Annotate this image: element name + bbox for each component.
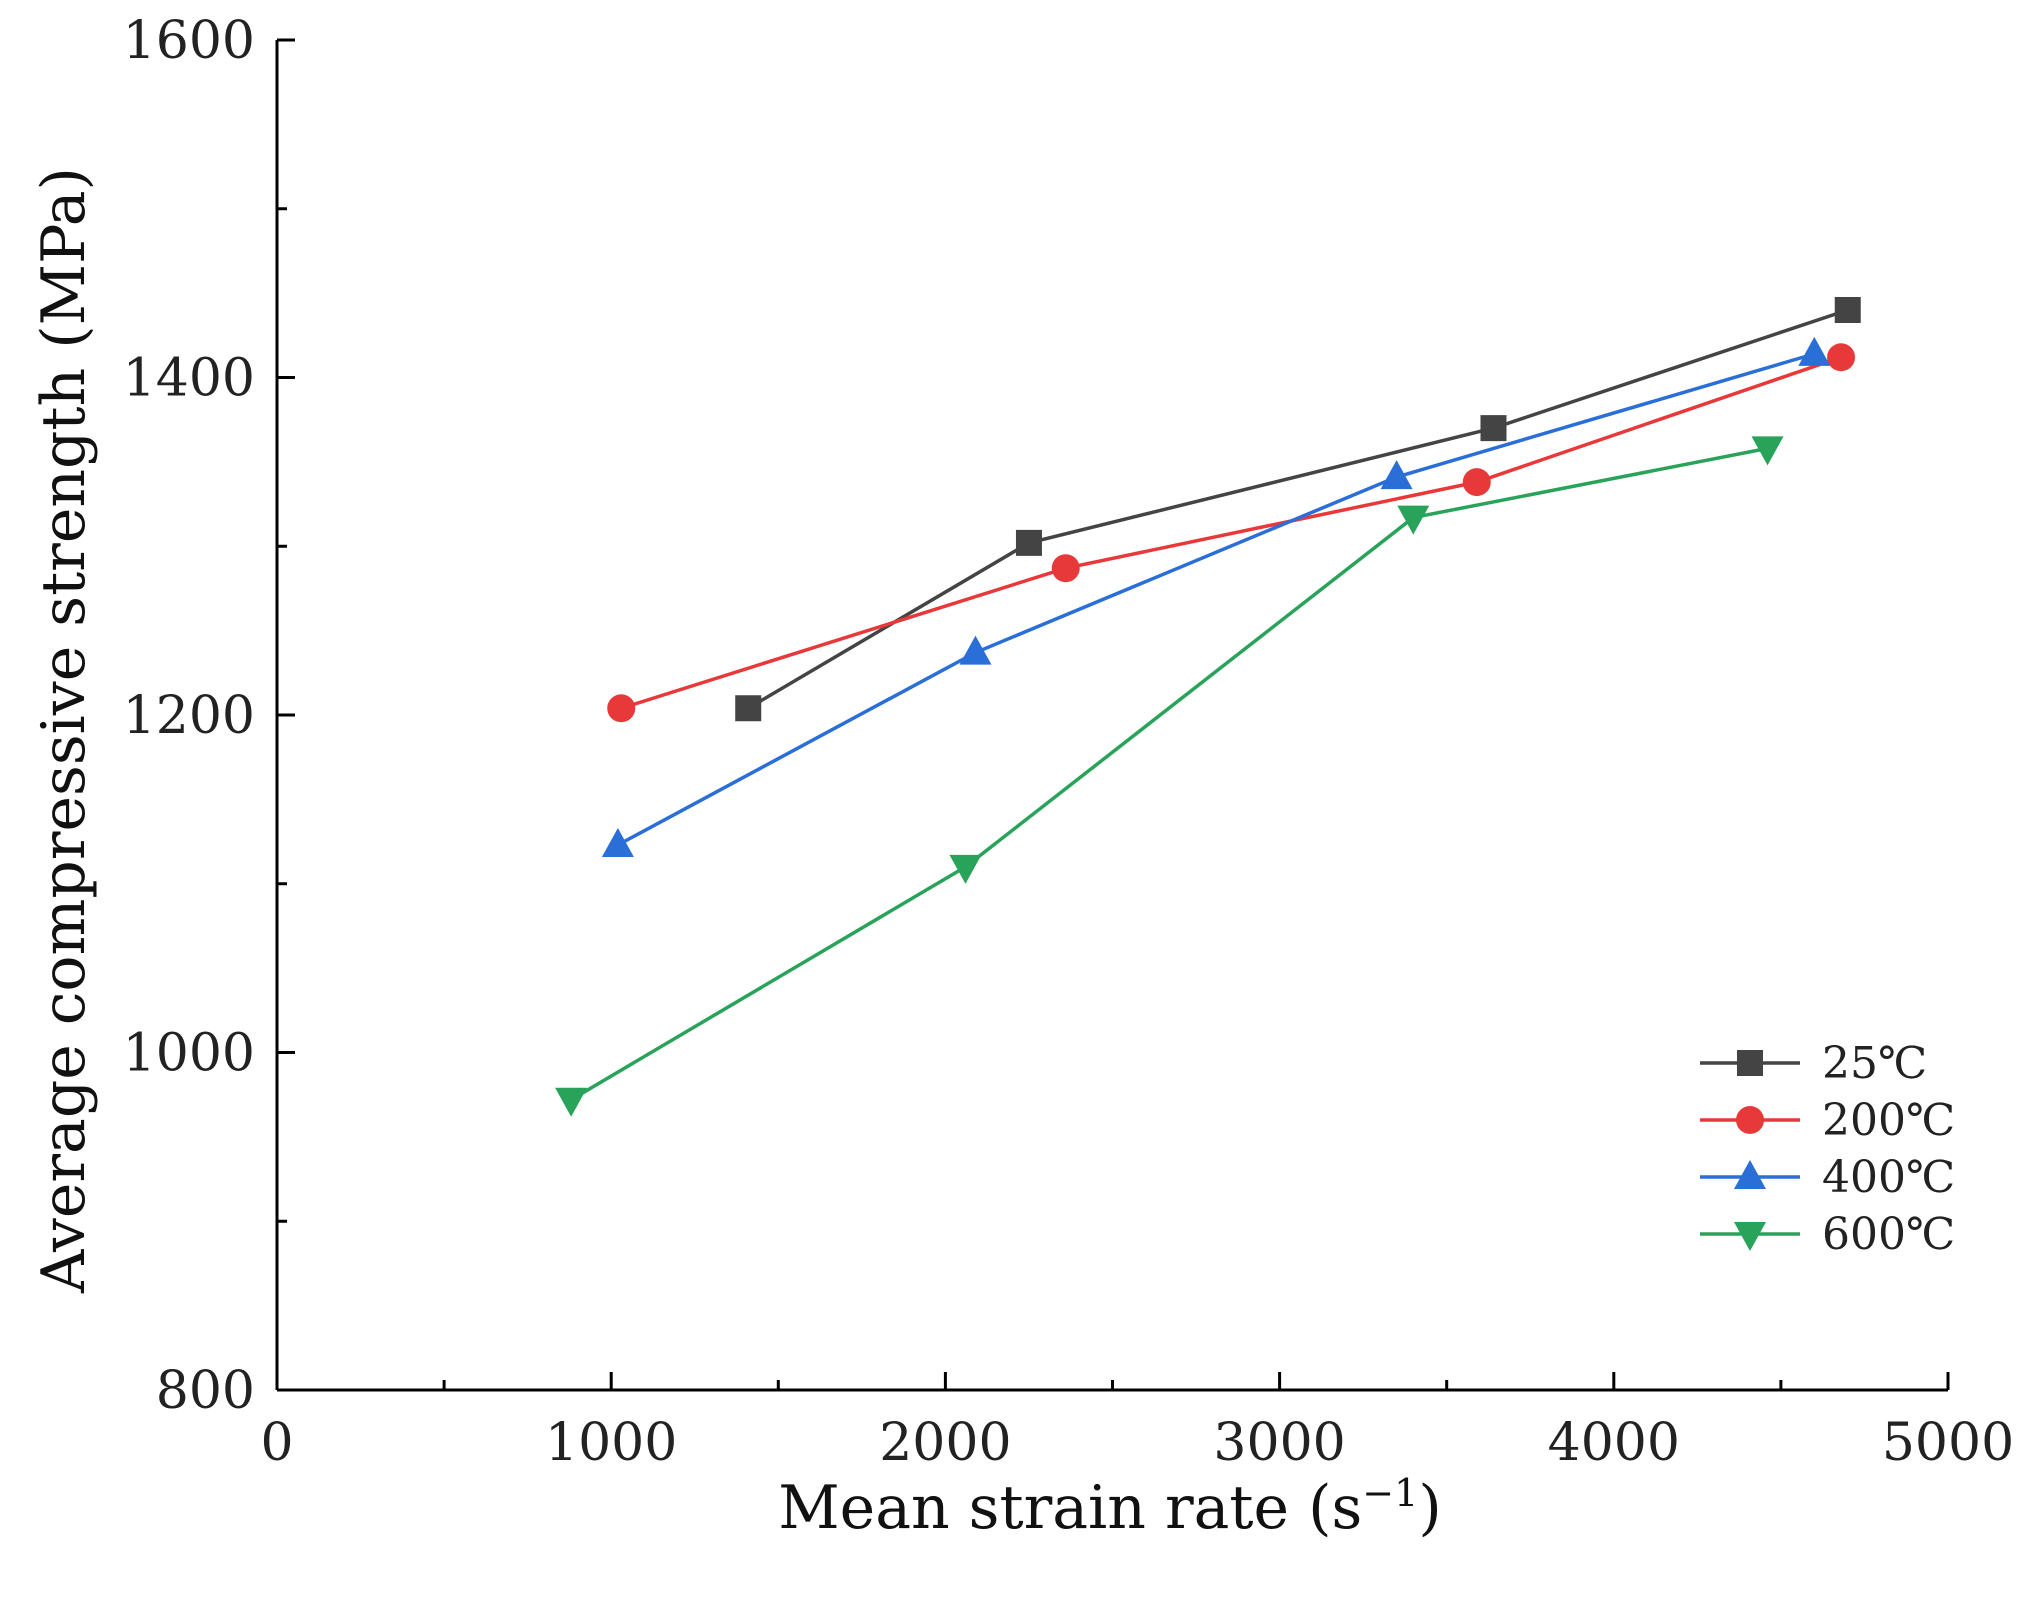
- legend: 25℃ 200℃ 400℃ 600℃: [1700, 1038, 1955, 1260]
- x-tick-label: 3000: [1213, 1413, 1345, 1473]
- x-axis-title-superscript: −1: [1362, 1471, 1418, 1515]
- series-line: [617, 352, 1815, 847]
- data-point: [735, 695, 762, 722]
- x-tick-label: 4000: [1548, 1413, 1680, 1473]
- legend-label: 200℃: [1822, 1095, 1955, 1146]
- series-line: [620, 355, 1842, 710]
- legend-label: 25℃: [1822, 1038, 1927, 1089]
- y-tick-label: 1200: [123, 686, 255, 746]
- legend-item: 600℃: [1700, 1209, 1955, 1260]
- series-2: [601, 336, 1831, 857]
- legend-label: 600℃: [1822, 1209, 1955, 1260]
- legend-label: 400℃: [1822, 1152, 1955, 1203]
- legend-marker: [1736, 1106, 1764, 1134]
- y-tick-label: 1600: [123, 11, 255, 71]
- data-point: [1015, 529, 1042, 556]
- series-1: [607, 343, 1856, 723]
- x-tick-label: 1000: [545, 1413, 677, 1473]
- data-point: [555, 1087, 588, 1117]
- data-point: [1798, 336, 1831, 366]
- legend-marker: [1737, 1050, 1763, 1076]
- data-point: [949, 854, 982, 884]
- y-tick-label: 1000: [123, 1024, 255, 1084]
- x-tick-label: 5000: [1882, 1413, 2014, 1473]
- legend-item: 25℃: [1700, 1038, 1927, 1089]
- data-point: [607, 694, 636, 723]
- series-line: [570, 446, 1768, 1102]
- legend-marker: [1734, 1222, 1766, 1251]
- data-point: [1827, 343, 1856, 372]
- data-point: [1480, 415, 1507, 442]
- y-tick-label: 800: [156, 1361, 255, 1421]
- y-axis-title: Average compressive strength (MPa): [29, 167, 99, 1294]
- legend-marker: [1734, 1160, 1766, 1189]
- x-tick-label: 0: [260, 1413, 293, 1473]
- x-tick-label: 2000: [879, 1413, 1011, 1473]
- data-point: [1834, 297, 1861, 323]
- x-axis-title-main: Mean strain rate (s: [778, 1473, 1362, 1543]
- x-axis-title-suffix: ): [1418, 1473, 1441, 1543]
- x-axis-title: Mean strain rate (s−1): [778, 1471, 1442, 1543]
- legend-item: 200℃: [1700, 1095, 1955, 1146]
- series-layer: [555, 297, 1861, 1117]
- ticks: 0 1000 2000 3000 4000 5000 800 1000 1200 1400 1600: [123, 11, 2015, 1473]
- data-point: [1397, 505, 1430, 535]
- data-point: [601, 827, 634, 857]
- y-tick-label: 1400: [123, 349, 255, 409]
- legend-item: 400℃: [1700, 1152, 1955, 1203]
- data-point: [1462, 468, 1491, 497]
- data-point: [1380, 460, 1413, 490]
- data-point: [1751, 436, 1784, 466]
- series-3: [555, 436, 1784, 1117]
- data-point: [959, 635, 992, 665]
- data-point: [1051, 554, 1080, 583]
